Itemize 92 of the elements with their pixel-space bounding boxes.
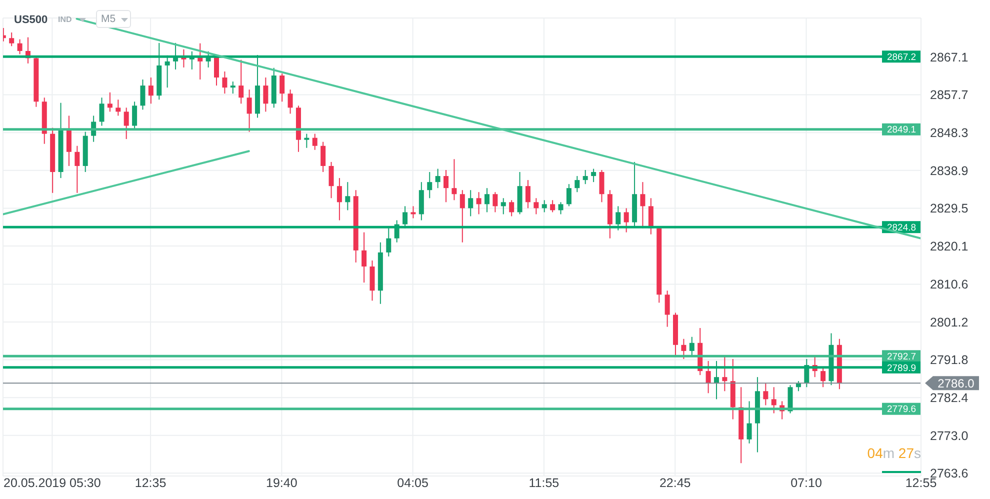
candlestick [484, 188, 490, 213]
candlestick [99, 97, 104, 126]
y-tick-label: 2867.1 [930, 50, 968, 64]
candlestick [525, 180, 530, 209]
candlestick [444, 169, 449, 203]
candlestick [550, 200, 556, 213]
candlestick [238, 59, 244, 104]
candlestick [304, 133, 310, 148]
candlestick [410, 206, 416, 219]
chart-title: US500 [14, 13, 48, 27]
x-tick-label: 07:10 [790, 476, 822, 490]
candlestick [542, 200, 547, 213]
x-tick-label: 04:05 [397, 476, 429, 490]
candlestick [452, 158, 457, 201]
candlestick [222, 70, 228, 94]
candlestick [148, 77, 154, 104]
candlestick [435, 168, 440, 189]
candlestick [386, 228, 392, 257]
candlestick [140, 79, 146, 110]
candlestick [582, 169, 588, 185]
candlestick [500, 198, 506, 215]
candlestick [706, 360, 711, 394]
candlestick [574, 176, 580, 193]
candlestick [124, 107, 129, 140]
ref-line-label: 2849.1 [886, 124, 916, 136]
chart-subtitle: IND [58, 15, 72, 25]
annotation: 04m 27s [867, 445, 921, 461]
candlestick [263, 77, 268, 112]
ref-line-label: 2867.2 [886, 52, 916, 63]
candlestick [616, 206, 621, 231]
candlestick [320, 141, 326, 173]
candlestick [280, 72, 285, 102]
candlestick [116, 99, 121, 116]
ref-line-label: 2779.6 [886, 404, 916, 416]
candlestick [566, 184, 572, 207]
candlestick [17, 38, 22, 55]
candlestick [591, 168, 596, 183]
candlestick [246, 89, 252, 132]
candlestick [476, 192, 482, 215]
candlestick [312, 133, 318, 150]
y-tick-label: 2838.9 [930, 164, 968, 178]
candlestick [771, 386, 776, 414]
x-tick-label: 22:45 [659, 476, 691, 490]
candlestick [9, 32, 14, 47]
candlestick [714, 360, 719, 400]
candlestick [820, 366, 826, 388]
candlestick [336, 178, 342, 221]
candlestick [460, 190, 465, 243]
candlestick [689, 336, 694, 358]
candlestick [763, 382, 768, 406]
candlestick [746, 400, 752, 444]
candlestick [640, 182, 646, 229]
candlestick [402, 206, 408, 229]
y-tick-label: 2782.4 [930, 391, 968, 406]
x-tick-label: 20.05.2019 05:30 [4, 476, 101, 490]
y-tick-label: 2820.1 [930, 239, 968, 254]
candlestick [66, 115, 72, 166]
y-tick-label: 2829.5 [930, 202, 968, 216]
candlestick [468, 190, 474, 217]
ref-line-label: 2792.7 [886, 351, 916, 362]
y-tick-label: 2848.3 [930, 126, 968, 140]
candlestick [681, 338, 686, 360]
candlestick [722, 356, 728, 392]
y-tick-label: 2801.2 [930, 315, 968, 330]
annotation: M5 [101, 13, 116, 25]
candlestick [328, 161, 334, 199]
candlestick [558, 202, 564, 215]
x-tick-label: 19:40 [266, 476, 298, 490]
candlestick [648, 198, 654, 235]
ref-line-label: 2786.0 [938, 376, 975, 390]
candlestick [132, 101, 138, 130]
y-tick-label: 2791.8 [930, 353, 968, 368]
x-tick-label: 11:55 [528, 476, 560, 490]
candlestick [534, 198, 539, 215]
candlestick [107, 92, 112, 112]
candlestick [509, 200, 514, 217]
ref-line-label: 2789.9 [886, 362, 916, 374]
candlestick [288, 89, 293, 114]
y-tick-label: 2857.7 [930, 88, 968, 102]
y-tick-label: 2773.0 [930, 428, 968, 443]
candlestick [599, 169, 604, 203]
candlestick [427, 172, 432, 199]
candlestick [624, 208, 629, 233]
y-tick-label: 2810.6 [930, 278, 968, 292]
candlestick [345, 182, 350, 211]
dropdown-field: M5 [96, 10, 131, 28]
candlestick [74, 145, 80, 194]
candlestick [362, 232, 367, 284]
candlestick [664, 290, 670, 328]
x-tick-label: 12:35 [134, 476, 166, 490]
candlestick [492, 192, 498, 213]
candlestick [230, 81, 236, 94]
